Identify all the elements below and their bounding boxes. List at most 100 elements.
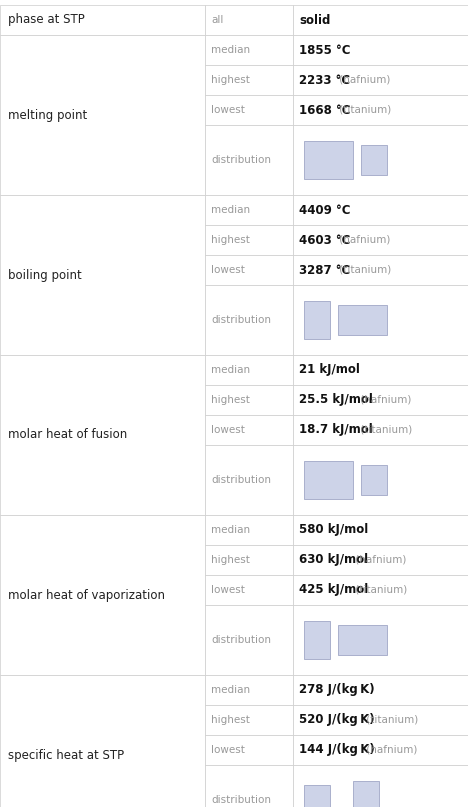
Bar xyxy=(205,605,293,675)
Bar xyxy=(293,515,468,545)
Bar xyxy=(0,675,205,807)
Bar xyxy=(304,621,330,659)
Text: distribution: distribution xyxy=(211,475,271,485)
Bar xyxy=(293,5,468,35)
Bar xyxy=(205,195,293,225)
Text: phase at STP: phase at STP xyxy=(8,14,85,27)
Text: lowest: lowest xyxy=(211,745,245,755)
Text: median: median xyxy=(211,45,250,55)
Text: 21 kJ/mol: 21 kJ/mol xyxy=(299,363,360,377)
Text: (hafnium): (hafnium) xyxy=(336,75,390,85)
Bar xyxy=(205,285,293,355)
Text: boiling point: boiling point xyxy=(8,269,82,282)
Bar xyxy=(293,225,468,255)
Bar xyxy=(293,675,468,705)
Bar xyxy=(0,195,205,355)
Bar xyxy=(205,125,293,195)
Bar xyxy=(338,625,387,655)
Bar xyxy=(361,145,387,175)
Bar xyxy=(293,765,468,807)
Text: 580 kJ/mol: 580 kJ/mol xyxy=(299,524,368,537)
Text: 425 kJ/mol: 425 kJ/mol xyxy=(299,583,368,596)
Bar xyxy=(0,515,205,675)
Text: 630 kJ/mol: 630 kJ/mol xyxy=(299,554,368,567)
Bar xyxy=(293,575,468,605)
Bar xyxy=(293,735,468,765)
Bar xyxy=(205,95,293,125)
Bar xyxy=(293,285,468,355)
Text: (titanium): (titanium) xyxy=(336,265,391,275)
Bar xyxy=(205,765,293,807)
Bar xyxy=(293,195,468,225)
Text: specific heat at STP: specific heat at STP xyxy=(8,749,124,762)
Text: (titanium): (titanium) xyxy=(352,585,407,595)
Bar xyxy=(205,35,293,65)
Text: median: median xyxy=(211,525,250,535)
Text: distribution: distribution xyxy=(211,315,271,325)
Text: lowest: lowest xyxy=(211,425,245,435)
Text: lowest: lowest xyxy=(211,265,245,275)
Text: highest: highest xyxy=(211,715,250,725)
Text: (titanium): (titanium) xyxy=(357,425,413,435)
Bar xyxy=(205,255,293,285)
Text: 2233 °C: 2233 °C xyxy=(299,73,350,86)
Text: median: median xyxy=(211,685,250,695)
Text: (hafnium): (hafnium) xyxy=(336,235,390,245)
Bar xyxy=(304,141,353,179)
Bar xyxy=(293,545,468,575)
Text: 4409 °C: 4409 °C xyxy=(299,203,351,216)
Bar xyxy=(293,255,468,285)
Bar xyxy=(205,735,293,765)
Text: solid: solid xyxy=(299,14,330,27)
Bar xyxy=(205,705,293,735)
Bar xyxy=(293,355,468,385)
Bar xyxy=(353,781,379,807)
Text: highest: highest xyxy=(211,395,250,405)
Bar xyxy=(361,465,387,495)
Bar xyxy=(205,515,293,545)
Bar xyxy=(205,5,293,35)
Bar xyxy=(205,355,293,385)
Text: 278 J/(kg K): 278 J/(kg K) xyxy=(299,684,374,696)
Bar xyxy=(304,785,330,807)
Text: distribution: distribution xyxy=(211,795,271,805)
Bar xyxy=(205,545,293,575)
Bar xyxy=(0,355,205,515)
Bar xyxy=(205,415,293,445)
Text: molar heat of fusion: molar heat of fusion xyxy=(8,429,127,441)
Bar xyxy=(0,35,205,195)
Text: 18.7 kJ/mol: 18.7 kJ/mol xyxy=(299,424,373,437)
Bar xyxy=(293,125,468,195)
Text: highest: highest xyxy=(211,555,250,565)
Text: lowest: lowest xyxy=(211,585,245,595)
Text: 144 J/(kg K): 144 J/(kg K) xyxy=(299,743,375,756)
Bar xyxy=(293,35,468,65)
Bar xyxy=(338,305,387,335)
Bar xyxy=(293,445,468,515)
Bar xyxy=(205,575,293,605)
Text: lowest: lowest xyxy=(211,105,245,115)
Text: melting point: melting point xyxy=(8,108,87,122)
Text: 3287 °C: 3287 °C xyxy=(299,264,350,277)
Bar xyxy=(293,705,468,735)
Bar xyxy=(304,301,330,339)
Text: (hafnium): (hafnium) xyxy=(352,555,406,565)
Text: highest: highest xyxy=(211,235,250,245)
Text: 4603 °C: 4603 °C xyxy=(299,233,351,246)
Text: molar heat of vaporization: molar heat of vaporization xyxy=(8,588,165,601)
Bar xyxy=(293,415,468,445)
Bar xyxy=(205,385,293,415)
Bar xyxy=(293,385,468,415)
Text: 1668 °C: 1668 °C xyxy=(299,103,351,116)
Bar xyxy=(0,5,205,35)
Bar xyxy=(293,95,468,125)
Bar xyxy=(205,445,293,515)
Text: (hafnium): (hafnium) xyxy=(363,745,417,755)
Bar xyxy=(205,675,293,705)
Text: highest: highest xyxy=(211,75,250,85)
Bar xyxy=(205,65,293,95)
Text: (titanium): (titanium) xyxy=(363,715,418,725)
Text: distribution: distribution xyxy=(211,155,271,165)
Text: all: all xyxy=(211,15,223,25)
Text: median: median xyxy=(211,205,250,215)
